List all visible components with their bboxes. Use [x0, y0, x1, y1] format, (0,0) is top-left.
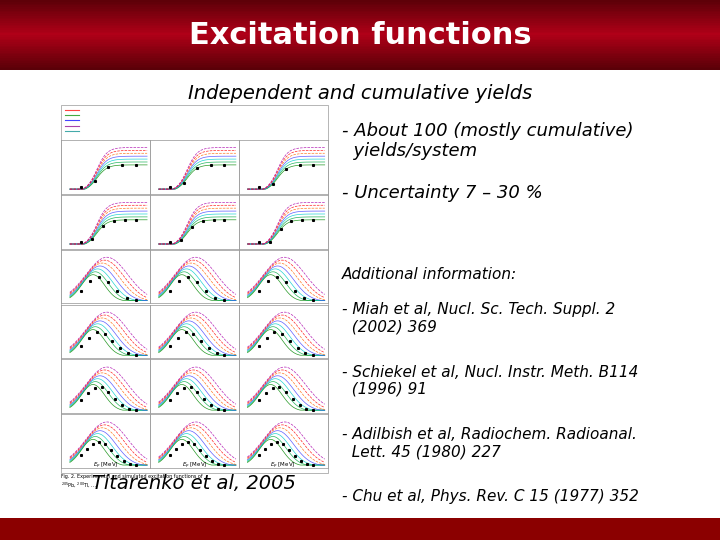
Bar [0, 527, 720, 528]
Text: $E_p$ [MeV]: $E_p$ [MeV] [93, 461, 118, 471]
Bar [0, 14, 720, 16]
Text: Additional information:: Additional information: [342, 267, 517, 282]
Bar [0, 63, 720, 65]
Bar [0, 69, 720, 70]
Bar [0, 62, 720, 63]
Bar [0, 30, 720, 31]
Text: $E_p$ [MeV]: $E_p$ [MeV] [181, 461, 207, 471]
Bar [61, 249, 150, 303]
Bar [0, 532, 720, 533]
Bar [0, 60, 720, 62]
Bar [150, 195, 239, 248]
Bar [239, 249, 328, 303]
Bar [0, 522, 720, 523]
Bar [0, 66, 720, 69]
Bar [150, 305, 239, 359]
Bar [0, 521, 720, 522]
Bar [0, 26, 720, 28]
Text: - About 100 (mostly cumulative)
  yields/system: - About 100 (mostly cumulative) yields/s… [342, 122, 634, 160]
Bar [0, 28, 720, 30]
Bar [0, 528, 720, 529]
Text: - Adilbish et al, Radiochem. Radioanal.
  Lett. 45 (1980) 227: - Adilbish et al, Radiochem. Radioanal. … [342, 427, 637, 459]
Bar [0, 531, 720, 532]
Text: Independent and cumulative yields: Independent and cumulative yields [188, 84, 532, 103]
Bar [0, 530, 720, 531]
Bar [0, 524, 720, 525]
Bar [0, 40, 720, 42]
Bar [0, 0, 720, 2]
Text: Excitation functions: Excitation functions [189, 21, 531, 50]
Bar [0, 526, 720, 527]
Text: Titarenko et al, 2005: Titarenko et al, 2005 [92, 474, 297, 493]
Bar [239, 195, 328, 248]
Text: Fig. 2. Experimental and simulated excitation functions of
$^{205}$Pb, $^{200}$T: Fig. 2. Experimental and simulated excit… [61, 474, 203, 489]
Bar [0, 21, 720, 23]
Bar [0, 17, 720, 19]
Bar [0, 3, 720, 5]
Bar [0, 35, 720, 37]
Bar [150, 140, 239, 194]
Bar [0, 39, 720, 40]
Bar [0, 7, 720, 9]
Bar [0, 37, 720, 39]
Bar [0, 45, 720, 48]
Bar [0, 51, 720, 53]
Bar [0, 2, 720, 3]
Bar [0, 11, 720, 12]
Bar [0, 58, 720, 60]
Bar [0, 42, 720, 44]
Bar [0, 33, 720, 35]
Bar [0, 44, 720, 45]
Bar [150, 360, 239, 413]
Bar [0, 12, 720, 14]
Text: - Schiekel et al, Nucl. Instr. Meth. B114
  (1996) 91: - Schiekel et al, Nucl. Instr. Meth. B11… [342, 364, 639, 397]
Bar [61, 360, 150, 413]
Bar [150, 414, 239, 468]
Bar [61, 305, 150, 359]
Bar [0, 53, 720, 55]
Bar [0, 16, 720, 17]
Bar [0, 538, 720, 539]
Bar [0, 55, 720, 56]
Bar [0, 24, 720, 26]
Bar [0, 518, 720, 519]
Bar [0, 519, 720, 520]
Bar [0, 19, 720, 21]
Bar [61, 414, 150, 468]
Bar [0, 523, 720, 524]
Bar [0, 529, 720, 530]
Bar [0, 23, 720, 24]
Bar [61, 140, 150, 194]
Text: - Miah et al, Nucl. Sc. Tech. Suppl. 2
  (2002) 369: - Miah et al, Nucl. Sc. Tech. Suppl. 2 (… [342, 302, 616, 335]
Bar [239, 305, 328, 359]
Bar [0, 31, 720, 33]
Text: - Chu et al, Phys. Rev. C 15 (1977) 352: - Chu et al, Phys. Rev. C 15 (1977) 352 [342, 489, 639, 504]
Text: $E_p$ [MeV]: $E_p$ [MeV] [271, 461, 296, 471]
Bar [150, 249, 239, 303]
Bar [0, 535, 720, 536]
Bar [0, 534, 720, 535]
Bar [0, 536, 720, 537]
Bar [0, 5, 720, 7]
Bar [239, 414, 328, 468]
Bar [239, 140, 328, 194]
Bar [0, 520, 720, 521]
Bar [0, 48, 720, 49]
Bar [0, 537, 720, 538]
Bar [0, 525, 720, 526]
Bar [0, 49, 720, 51]
Bar [61, 195, 150, 248]
Bar [239, 360, 328, 413]
Text: - Uncertainty 7 – 30 %: - Uncertainty 7 – 30 % [342, 184, 543, 201]
Bar [0, 539, 720, 540]
Bar [0, 56, 720, 58]
Bar [61, 105, 328, 472]
Bar [0, 9, 720, 10]
Bar [0, 65, 720, 67]
Bar [0, 533, 720, 534]
